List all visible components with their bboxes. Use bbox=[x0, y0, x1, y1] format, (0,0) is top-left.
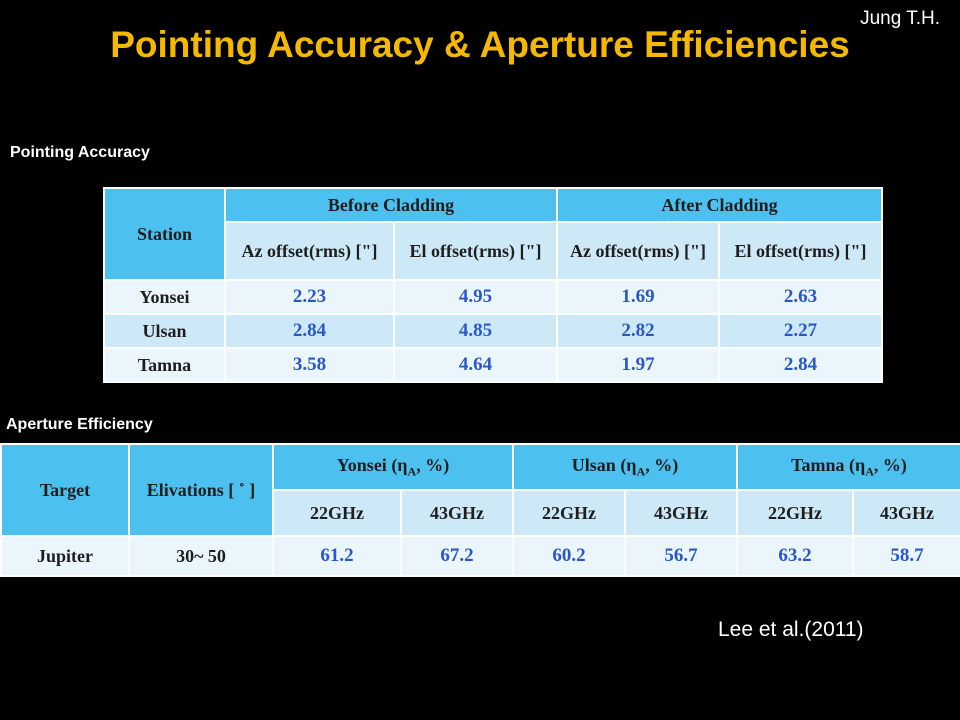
table-row: Jupiter 30~ 50 61.2 67.2 60.2 56.7 63.2 … bbox=[0, 535, 960, 577]
frequency-header: 22GHz bbox=[512, 489, 626, 537]
table-cell: 3.58 bbox=[224, 347, 395, 383]
author-credit: Jung T.H. bbox=[860, 8, 940, 29]
table-cell: 4.64 bbox=[393, 347, 558, 383]
el-offset-header: El offset(rms) ["] bbox=[718, 221, 883, 281]
table-cell: 2.27 bbox=[718, 313, 883, 349]
target-name: Jupiter bbox=[0, 535, 130, 577]
pointing-accuracy-label: Pointing Accuracy bbox=[10, 144, 150, 161]
citation: Lee et al.(2011) bbox=[718, 618, 864, 641]
table-cell: 58.7 bbox=[852, 535, 960, 577]
target-header: Target bbox=[0, 443, 130, 537]
table-cell: 56.7 bbox=[624, 535, 738, 577]
table-row: Yonsei 2.23 4.95 1.69 2.63 bbox=[103, 279, 883, 315]
table-cell: 4.85 bbox=[393, 313, 558, 349]
table-cell: 61.2 bbox=[272, 535, 402, 577]
slide-title: Pointing Accuracy & Aperture Efficiencie… bbox=[110, 24, 850, 65]
station-name: Yonsei bbox=[103, 279, 226, 315]
elevations-header: Elivations [ ˚ ] bbox=[128, 443, 274, 537]
before-cladding-header: Before Cladding bbox=[224, 187, 558, 223]
pointing-accuracy-table: Station Before Cladding After Cladding A… bbox=[103, 187, 883, 383]
table-cell: 2.23 bbox=[224, 279, 395, 315]
frequency-header: 22GHz bbox=[272, 489, 402, 537]
frequency-header: 43GHz bbox=[624, 489, 738, 537]
after-cladding-header: After Cladding bbox=[556, 187, 883, 223]
frequency-header: 43GHz bbox=[852, 489, 960, 537]
table-cell: 1.97 bbox=[556, 347, 720, 383]
aperture-efficiency-table: Target Elivations [ ˚ ] Yonsei (ηA, %) U… bbox=[0, 443, 960, 577]
frequency-header: 43GHz bbox=[400, 489, 514, 537]
table-row: Ulsan 2.84 4.85 2.82 2.27 bbox=[103, 313, 883, 349]
aperture-efficiency-label: Aperture Efficiency bbox=[6, 416, 153, 433]
frequency-header: 22GHz bbox=[736, 489, 854, 537]
tamna-header: Tamna (ηA, %) bbox=[736, 443, 960, 491]
table-cell: 2.82 bbox=[556, 313, 720, 349]
station-name: Tamna bbox=[103, 347, 226, 383]
az-offset-header: Az offset(rms) ["] bbox=[556, 221, 720, 281]
table-cell: 2.84 bbox=[224, 313, 395, 349]
ulsan-header: Ulsan (ηA, %) bbox=[512, 443, 738, 491]
station-header: Station bbox=[103, 187, 226, 281]
table-cell: 60.2 bbox=[512, 535, 626, 577]
table-cell: 4.95 bbox=[393, 279, 558, 315]
el-offset-header: El offset(rms) ["] bbox=[393, 221, 558, 281]
station-name: Ulsan bbox=[103, 313, 226, 349]
table-cell: 2.63 bbox=[718, 279, 883, 315]
az-offset-header: Az offset(rms) ["] bbox=[224, 221, 395, 281]
table-row: Tamna 3.58 4.64 1.97 2.84 bbox=[103, 347, 883, 383]
table-cell: 63.2 bbox=[736, 535, 854, 577]
table-cell: 67.2 bbox=[400, 535, 514, 577]
yonsei-header: Yonsei (ηA, %) bbox=[272, 443, 514, 491]
table-cell: 2.84 bbox=[718, 347, 883, 383]
elevation-range: 30~ 50 bbox=[128, 535, 274, 577]
table-cell: 1.69 bbox=[556, 279, 720, 315]
